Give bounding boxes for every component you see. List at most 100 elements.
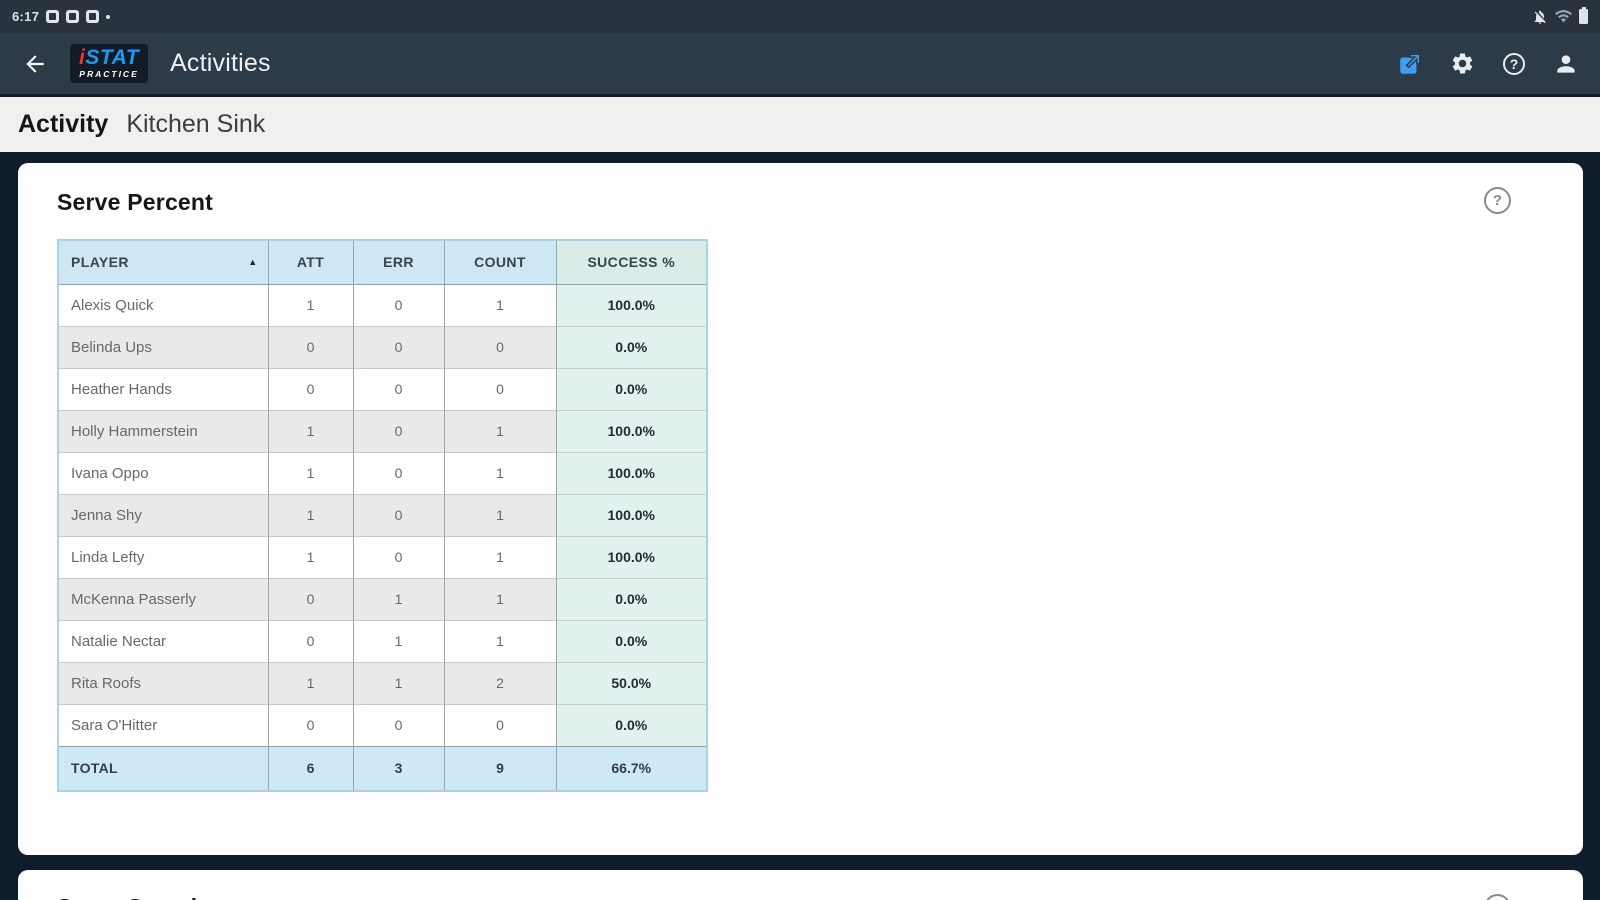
cell-player: Rita Roofs (58, 661, 268, 704)
table-row: Jenna Shy 1 0 1 100.0% (58, 493, 707, 536)
cell-att: 1 (267, 409, 353, 452)
cell-att: 0 (267, 619, 353, 662)
serve-percent-table: PLAYER ▲ ATT ERR COUNT SUCCESS % Alexis Quick… (57, 239, 708, 792)
table-header: PLAYER ▲ ATT ERR COUNT SUCCESS % (58, 240, 707, 285)
cell-err: 0 (352, 409, 444, 452)
notification-icon (66, 10, 80, 23)
help-button[interactable]: ? (1498, 48, 1530, 80)
table-footer: TOTAL 6 3 9 66.7% (58, 745, 707, 791)
cell-player: Alexis Quick (58, 283, 268, 326)
cell-err: 0 (352, 535, 444, 578)
cell-att: 1 (267, 493, 353, 536)
cell-count: 1 (443, 451, 556, 494)
cell-count: 1 (443, 535, 556, 578)
status-bar: 6:17 (0, 0, 1600, 33)
cell-att: 1 (267, 661, 353, 704)
cell-att: 0 (267, 577, 353, 620)
app-bar: iSTAT PRACTICE Activities ? (0, 33, 1600, 97)
next-card: Serve Speed ? (18, 870, 1583, 900)
cell-err: 0 (352, 283, 444, 326)
table-row: Alexis Quick 1 0 1 100.0% (58, 283, 707, 326)
page-title: Activities (170, 49, 271, 77)
clock: 6:17 (12, 9, 40, 24)
cell-success: 0.0% (555, 619, 707, 662)
cell-count: 0 (443, 703, 556, 746)
cell-success: 0.0% (555, 367, 707, 410)
cell-success: 0.0% (555, 577, 707, 620)
table-row: Linda Lefty 1 0 1 100.0% (58, 535, 707, 578)
card-title: Serve Percent (57, 189, 214, 215)
header-cell-player[interactable]: PLAYER ▲ (58, 240, 268, 285)
account-button[interactable] (1550, 48, 1582, 80)
open-in-new-button[interactable] (1394, 48, 1426, 80)
cell-att: 1 (267, 451, 353, 494)
cell-err: 1 (352, 661, 444, 704)
cell-err: 0 (352, 703, 444, 746)
table-row: Heather Hands 0 0 0 0.0% (58, 367, 707, 410)
logo-stat: STAT (85, 46, 140, 70)
logo-i: i (79, 46, 86, 70)
notifications-off-icon (1532, 9, 1548, 25)
settings-button[interactable] (1446, 48, 1478, 80)
total-cell-att: 6 (267, 745, 353, 791)
notification-overflow-dot (106, 14, 111, 19)
cell-success: 100.0% (555, 409, 707, 452)
next-card-title: Serve Speed (57, 894, 1583, 900)
table-row: McKenna Passerly 0 1 1 0.0% (58, 577, 707, 620)
cell-player: Sara O'Hitter (58, 703, 268, 746)
cell-count: 2 (443, 661, 556, 704)
battery-icon (1579, 7, 1588, 24)
arrow-back-icon (22, 51, 48, 77)
sort-ascending-icon: ▲ (248, 257, 258, 268)
settings-gear-icon (1450, 51, 1475, 76)
notification-icon (86, 10, 100, 23)
header-cell-count[interactable]: COUNT (443, 240, 556, 285)
cell-err: 0 (352, 451, 444, 494)
cell-success: 100.0% (555, 283, 707, 326)
cell-player: Jenna Shy (58, 493, 268, 536)
header-cell-att[interactable]: ATT (267, 240, 353, 285)
cell-success: 100.0% (555, 535, 707, 578)
header-cell-success[interactable]: SUCCESS % (555, 240, 707, 285)
total-row: TOTAL 6 3 9 66.7% (58, 745, 707, 791)
cell-err: 0 (352, 367, 444, 410)
cell-success: 50.0% (555, 661, 707, 704)
cell-player: McKenna Passerly (58, 577, 268, 620)
logo-practice: PRACTICE (79, 69, 139, 80)
cell-count: 0 (443, 325, 556, 368)
cell-player: Linda Lefty (58, 535, 268, 578)
total-cell-success: 66.7% (555, 745, 707, 791)
total-cell-count: 9 (443, 745, 556, 791)
cell-success: 0.0% (555, 325, 707, 368)
cell-player: Belinda Ups (58, 325, 268, 368)
content-area: Serve Percent ? PLAYER ▲ ATT ERR COUNT SUCCES… (0, 152, 1600, 900)
cell-att: 1 (267, 283, 353, 326)
activity-label: Activity (18, 110, 109, 138)
table-row: Rita Roofs 1 1 2 50.0% (58, 661, 707, 704)
cell-player: Ivana Oppo (58, 451, 268, 494)
cell-count: 1 (443, 493, 556, 536)
cell-att: 0 (267, 325, 353, 368)
table-row: Natalie Nectar 0 1 1 0.0% (58, 619, 707, 662)
total-cell-err: 3 (352, 745, 444, 791)
card-help-button[interactable]: ? (1484, 187, 1511, 214)
open-in-new-icon (1397, 51, 1423, 77)
activity-name: Kitchen Sink (126, 110, 266, 138)
cell-count: 1 (443, 577, 556, 620)
table-row: Sara O'Hitter 0 0 0 0.0% (58, 703, 707, 746)
cell-err: 1 (352, 619, 444, 662)
cell-count: 1 (443, 409, 556, 452)
table-body: Alexis Quick 1 0 1 100.0% Belinda Ups 0 0 0 0.0% H… (58, 283, 707, 746)
cell-success: 0.0% (555, 703, 707, 746)
activity-bar: Activity Kitchen Sink (0, 97, 1600, 152)
notification-icon (46, 10, 60, 23)
cell-count: 1 (443, 619, 556, 662)
cell-err: 1 (352, 577, 444, 620)
back-button[interactable] (14, 43, 56, 85)
header-cell-err[interactable]: ERR (352, 240, 444, 285)
cell-err: 0 (352, 493, 444, 536)
total-cell-player: TOTAL (58, 745, 268, 791)
cell-err: 0 (352, 325, 444, 368)
cell-player: Heather Hands (58, 367, 268, 410)
cell-player: Natalie Nectar (58, 619, 268, 662)
